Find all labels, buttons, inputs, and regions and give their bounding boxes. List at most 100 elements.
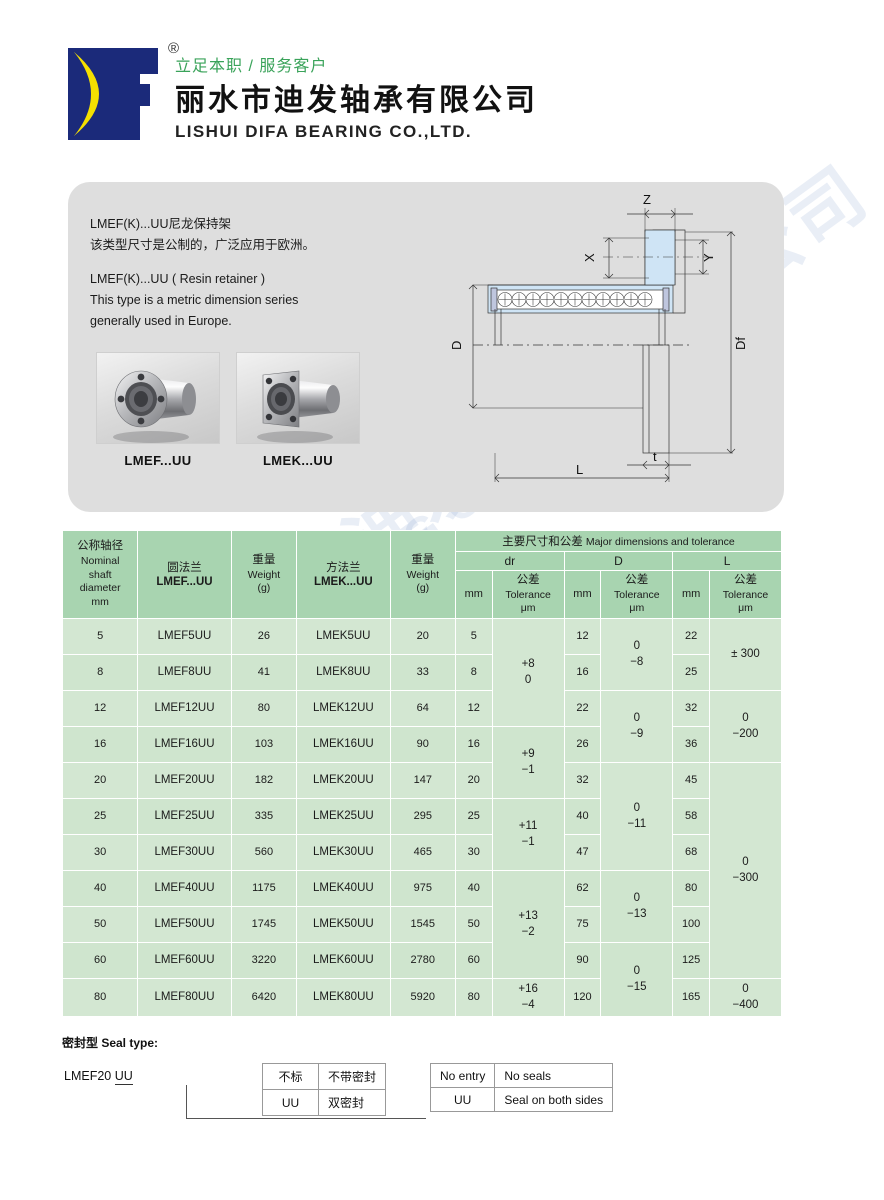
desc-en-line3: generally used in Europe.: [90, 313, 232, 328]
cell-model-lmek: LMEK30UU: [296, 833, 391, 871]
cell-nominal-diameter: 12: [61, 689, 139, 727]
cell-L-tolerance: 0 −300: [708, 761, 783, 979]
cell-nominal-diameter: 30: [61, 833, 139, 871]
cell-L-mm: 58: [672, 797, 710, 835]
desc-en-line2: This type is a metric dimension series: [90, 292, 299, 307]
cell-D-mm: 12: [563, 617, 602, 655]
cell-nominal-diameter: 5: [61, 617, 139, 655]
seal-legend-table-en: No entry No seals UU Seal on both sides: [429, 1063, 614, 1112]
seal-code-cn-2: UU: [262, 1089, 319, 1116]
cell-dr-mm: 5: [454, 617, 493, 655]
cell-model-lmek: LMEK50UU: [296, 905, 391, 943]
dim-label-x: X: [582, 253, 597, 262]
cell-L-mm: 32: [672, 689, 710, 727]
cell-weight-round: 103: [230, 725, 298, 763]
cell-model-lmef: LMEF12UU: [137, 689, 232, 727]
cell-weight-square: 90: [389, 725, 456, 763]
cell-nominal-diameter: 16: [61, 725, 139, 763]
cell-D-tolerance: 0 −13: [600, 869, 674, 943]
table-head: 公称轴径 Nominal shaft diameter mm 圆法兰 LMEF.…: [61, 530, 783, 619]
specification-table: 公称轴径 Nominal shaft diameter mm 圆法兰 LMEF.…: [61, 530, 783, 1018]
desc-en-line1: LMEF(K)...UU ( Resin retainer ): [90, 272, 266, 287]
cell-model-lmef: LMEF80UU: [137, 977, 232, 1018]
cell-dr-mm: 25: [454, 797, 493, 835]
cell-dr-mm: 16: [454, 725, 493, 763]
cell-D-tolerance: 0 −11: [600, 761, 674, 871]
seal-meaning-en-1: No seals: [494, 1063, 614, 1088]
dim-label-y: Y: [701, 253, 716, 262]
table-row: 60 LMEF60UU 3220 LMEK60UU 2780 60 90 0 −15 125: [61, 941, 782, 1018]
seal-code-cn-1: 不标: [262, 1063, 319, 1090]
seal-type-section: 密封型 Seal type: LMEF20 UU 不标 不带密封 UU 双密封: [62, 1034, 822, 1131]
cell-L-mm: 125: [672, 941, 710, 979]
cell-D-tolerance: 0 −15: [600, 941, 674, 1018]
cell-model-lmef: LMEF8UU: [137, 653, 232, 691]
photo-caption-lmek: LMEK...UU: [262, 453, 334, 468]
seal-meaning-cn-1: 不带密封: [318, 1063, 387, 1090]
table-row: 20 LMEF20UU 182 LMEK20UU 147 20 32 0 −11 45 0 −300: [61, 761, 783, 979]
col-header-dr-mm: mm: [454, 570, 493, 619]
cell-D-mm: 75: [563, 905, 602, 943]
header-row-2: dr D L: [63, 551, 782, 571]
cell-model-lmef: LMEF25UU: [137, 797, 232, 835]
cell-model-lmef: LMEF20UU: [137, 761, 232, 799]
cell-L-tolerance: 0 −400: [708, 977, 783, 1018]
seal-code-en-2: UU: [429, 1087, 496, 1112]
dim-label-l: L: [576, 462, 583, 477]
product-description: LMEF(K)...UU尼龙保持架 该类型尺寸是公制的，广泛应用于欧洲。 LME…: [90, 214, 390, 331]
cell-dr-mm: 20: [454, 761, 493, 799]
product-photo-lmef: LMEF...UU: [96, 352, 220, 468]
cell-model-lmek: LMEK40UU: [296, 869, 391, 907]
cell-dr-mm: 50: [454, 905, 493, 943]
product-photo-gallery: LMEF...UU LMEK...UU: [96, 352, 360, 468]
seal-example-suffix: UU: [114, 1069, 133, 1085]
cell-nominal-diameter: 40: [61, 869, 139, 907]
company-identity: 立足本职 / 服务客户 丽水市迪发轴承有限公司 LISHUI DIFA BEAR…: [175, 52, 538, 142]
cell-L-mm: 22: [672, 617, 710, 655]
col-header-round-flange: 圆法兰 LMEF...UU: [137, 530, 232, 619]
col-header-L-mm: mm: [672, 570, 710, 619]
col-header-dim-dr: dr: [454, 551, 565, 571]
bearing-cross-section-drawing: Z X Y D Df L t: [449, 192, 748, 483]
cell-D-mm: 47: [563, 833, 602, 871]
col-header-dim-D: D: [563, 551, 674, 571]
table-row: 16 LMEF16UU 103 LMEK16UU 90 16 +9 −1 26 36: [61, 725, 782, 799]
cell-D-mm: 90: [563, 941, 602, 979]
table-row: 80 LMEF80UU 6420 LMEK80UU 5920 80 +16 −4 120 165 0…: [61, 977, 783, 1018]
table-row: 12 LMEF12UU 80 LMEK12UU 64 12 22 0 −9 32 0 −200: [61, 689, 783, 763]
cell-L-mm: 100: [672, 905, 710, 943]
dim-label-df: Df: [733, 337, 748, 350]
company-name-en: LISHUI DIFA BEARING CO.,LTD.: [175, 122, 473, 141]
cell-weight-square: 147: [389, 761, 456, 799]
cell-weight-square: 465: [389, 833, 456, 871]
col-header-major-dimensions-group: 主要尺寸和公差 Major dimensions and tolerance: [454, 530, 783, 552]
cell-dr-mm: 40: [454, 869, 493, 907]
cell-model-lmek: LMEK16UU: [296, 725, 391, 763]
cell-dr-mm: 8: [454, 653, 493, 691]
cell-model-lmek: LMEK5UU: [296, 617, 391, 655]
cell-D-mm: 32: [563, 761, 602, 799]
page-header: ® 立足本职 / 服务客户 丽水市迪发轴承有限公司 LISHUI DIFA BE…: [0, 0, 884, 170]
cell-weight-square: 295: [389, 797, 456, 835]
seal-type-body: LMEF20 UU 不标 不带密封 UU 双密封 No entry No sea…: [62, 1061, 822, 1131]
seal-type-title: 密封型 Seal type:: [62, 1036, 159, 1050]
cell-nominal-diameter: 25: [61, 797, 139, 835]
cell-model-lmek: LMEK80UU: [296, 977, 391, 1018]
cell-L-mm: 45: [672, 761, 710, 799]
col-header-weight-round: 重量 Weight (g): [230, 530, 298, 619]
cell-dr-tolerance: +16 −4: [491, 977, 565, 1018]
cell-nominal-diameter: 8: [61, 653, 139, 691]
cell-model-lmek: LMEK12UU: [296, 689, 391, 727]
cell-model-lmek: LMEK60UU: [296, 941, 391, 979]
col-header-square-flange: 方法兰 LMEK...UU: [296, 530, 391, 619]
cell-weight-round: 3220: [230, 941, 298, 979]
company-name-cn: 丽水市迪发轴承有限公司: [175, 84, 538, 117]
cell-model-lmef: LMEF50UU: [137, 905, 232, 943]
cell-model-lmef: LMEF16UU: [137, 725, 232, 763]
bearing-photo-round-flange: [96, 352, 220, 444]
photo-caption-lmef: LMEF...UU: [124, 453, 192, 468]
table-row: 5 LMEF5UU 26 LMEK5UU 20 5 +8 0 12 0 −8 22 ± 300: [61, 617, 783, 727]
cell-weight-round: 41: [230, 653, 298, 691]
seal-row-cn: 不标 不带密封: [262, 1063, 387, 1090]
cell-model-lmef: LMEF30UU: [137, 833, 232, 871]
